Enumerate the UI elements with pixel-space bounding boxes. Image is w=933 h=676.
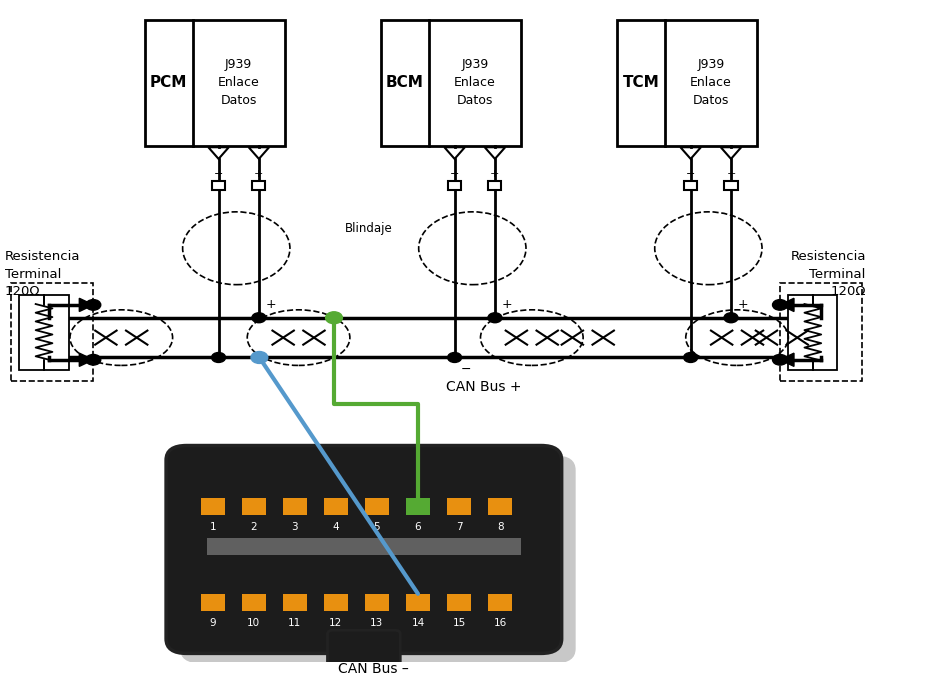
Bar (242, 498, 266, 515)
Bar (20, 295, 69, 370)
Text: 6: 6 (414, 523, 422, 532)
Bar (283, 498, 307, 515)
Circle shape (724, 313, 738, 322)
Text: 16: 16 (494, 619, 507, 628)
Bar (488, 594, 512, 611)
Bar (381, 20, 521, 145)
Bar (447, 594, 471, 611)
Text: +: + (490, 169, 500, 179)
Bar (724, 180, 737, 190)
Bar (324, 498, 348, 515)
Text: Resistencia
Terminal
120Ω: Resistencia Terminal 120Ω (790, 250, 866, 298)
Circle shape (773, 354, 787, 365)
Text: 5: 5 (373, 523, 381, 532)
Text: TCM: TCM (622, 75, 660, 91)
Bar (11, 283, 93, 381)
Text: 14: 14 (411, 619, 425, 628)
Text: CAN Bus +: CAN Bus + (446, 381, 522, 394)
Bar (406, 498, 430, 515)
Bar (488, 180, 501, 190)
Bar (788, 295, 838, 370)
Text: −: − (461, 363, 472, 376)
Bar (365, 498, 389, 515)
Bar (207, 538, 521, 556)
Polygon shape (780, 298, 794, 312)
Text: Resistencia
Terminal
120Ω: Resistencia Terminal 120Ω (5, 250, 80, 298)
Bar (406, 498, 430, 515)
Text: 9: 9 (209, 619, 216, 628)
FancyBboxPatch shape (327, 630, 400, 668)
Circle shape (251, 352, 268, 364)
Text: 10: 10 (247, 619, 260, 628)
Bar (252, 180, 265, 190)
Bar (365, 594, 389, 611)
Bar (684, 180, 697, 190)
Polygon shape (780, 353, 794, 366)
Bar (212, 180, 225, 190)
Text: 4: 4 (332, 523, 340, 532)
Text: Blindaje: Blindaje (345, 222, 393, 235)
Bar (780, 283, 862, 381)
Text: 7: 7 (455, 523, 463, 532)
Text: +: + (501, 298, 512, 311)
Text: J939
Enlace
Datos: J939 Enlace Datos (218, 58, 259, 107)
Bar (201, 498, 225, 515)
FancyBboxPatch shape (166, 445, 562, 654)
Text: 3: 3 (291, 523, 299, 532)
Polygon shape (79, 353, 93, 366)
Text: 12: 12 (329, 619, 342, 628)
Text: BCM: BCM (386, 75, 424, 91)
Text: 15: 15 (453, 619, 466, 628)
Bar (448, 180, 461, 190)
FancyBboxPatch shape (180, 456, 576, 663)
Text: J939
Enlace
Datos: J939 Enlace Datos (454, 58, 495, 107)
Bar (324, 594, 348, 611)
Bar (488, 498, 512, 515)
Circle shape (86, 354, 101, 365)
Text: −: − (450, 169, 459, 179)
Circle shape (488, 313, 502, 322)
Text: +: + (254, 169, 264, 179)
Text: 2: 2 (250, 523, 258, 532)
Text: +: + (726, 169, 736, 179)
Text: 11: 11 (288, 619, 301, 628)
Circle shape (773, 299, 787, 310)
Circle shape (326, 312, 342, 324)
Text: PCM: PCM (150, 75, 188, 91)
Text: 1: 1 (209, 523, 216, 532)
Text: 8: 8 (496, 523, 504, 532)
Bar (201, 594, 225, 611)
Text: +: + (265, 298, 276, 311)
Circle shape (86, 299, 101, 310)
Bar (406, 594, 430, 611)
Bar (617, 20, 757, 145)
Bar (242, 594, 266, 611)
Circle shape (684, 352, 698, 362)
Text: −: − (214, 169, 223, 179)
Text: 13: 13 (370, 619, 383, 628)
Text: +: + (737, 298, 748, 311)
Circle shape (212, 352, 226, 362)
Text: −: − (686, 169, 695, 179)
Circle shape (252, 313, 266, 322)
Bar (145, 20, 285, 145)
Bar (283, 594, 307, 611)
Text: J939
Enlace
Datos: J939 Enlace Datos (690, 58, 731, 107)
Text: CAN Bus –: CAN Bus – (338, 662, 409, 676)
Polygon shape (79, 298, 93, 312)
Circle shape (448, 352, 462, 362)
Bar (447, 498, 471, 515)
